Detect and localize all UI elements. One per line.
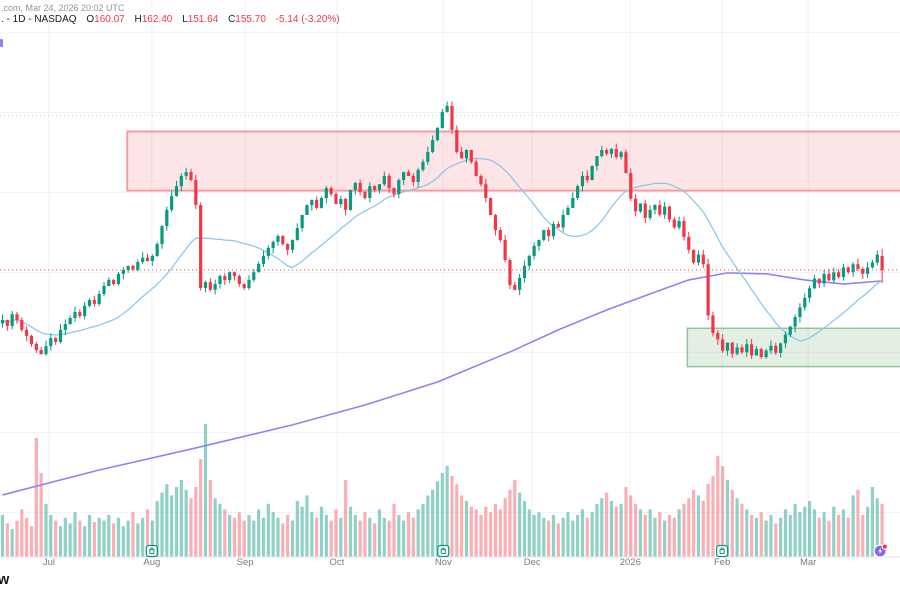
ohlc-low: L151.64 xyxy=(182,14,219,25)
earnings-bag-glyph xyxy=(719,549,725,554)
bolt-glyph xyxy=(878,548,883,554)
earnings-bag-glyph xyxy=(440,549,446,554)
earnings-marker-icon[interactable] xyxy=(715,544,729,558)
indicator-legend-fragment xyxy=(0,39,3,47)
axis-label-Nov[interactable]: Nov xyxy=(435,557,452,568)
earnings-marker-icon[interactable] xyxy=(145,544,158,558)
earnings-marker-icon[interactable] xyxy=(437,544,450,558)
ohlc-close: C155.70 xyxy=(228,14,266,25)
supply-zone[interactable] xyxy=(126,130,900,192)
axis-label-2026[interactable]: 2026 xyxy=(620,557,641,568)
axis-label-Oct[interactable]: Oct xyxy=(330,557,345,568)
notification-dot xyxy=(881,543,888,550)
earnings-bag-glyph xyxy=(149,549,155,554)
axis-label-Mar[interactable]: Mar xyxy=(800,557,816,568)
time-axis-labels[interactable]: Jul Aug Sep Oct Nov Dec 2026 Feb Mar xyxy=(43,557,817,568)
axis-label-Sep[interactable]: Sep xyxy=(237,557,254,568)
grid-lines xyxy=(0,0,900,557)
tradingview-logo-fragment[interactable]: w xyxy=(0,572,10,588)
change-value: -5.14 (-3.20%) xyxy=(275,14,340,25)
axis-label-Feb[interactable]: Feb xyxy=(714,557,730,568)
symbol-legend[interactable]: . - 1D - NASDAQ O160.07 H162.40 L151.64 … xyxy=(1,14,340,25)
axis-label-Jul[interactable]: Jul xyxy=(43,557,55,568)
ma-slow-line[interactable] xyxy=(2,272,883,496)
watermark-timestamp: .com, Mar 24, 2026 20:02 UTC xyxy=(1,3,125,13)
ma-fast-line[interactable] xyxy=(2,157,883,342)
live-event-icon[interactable] xyxy=(873,543,888,558)
ohlc-open: O160.07 xyxy=(86,14,125,25)
axis-label-Dec[interactable]: Dec xyxy=(524,557,541,568)
ohlc-high: H162.40 xyxy=(134,14,173,25)
axis-label-Aug[interactable]: Aug xyxy=(143,557,160,568)
volume-bars xyxy=(0,424,884,557)
candles xyxy=(0,101,884,359)
symbol-title[interactable]: . - 1D - NASDAQ xyxy=(1,14,77,25)
